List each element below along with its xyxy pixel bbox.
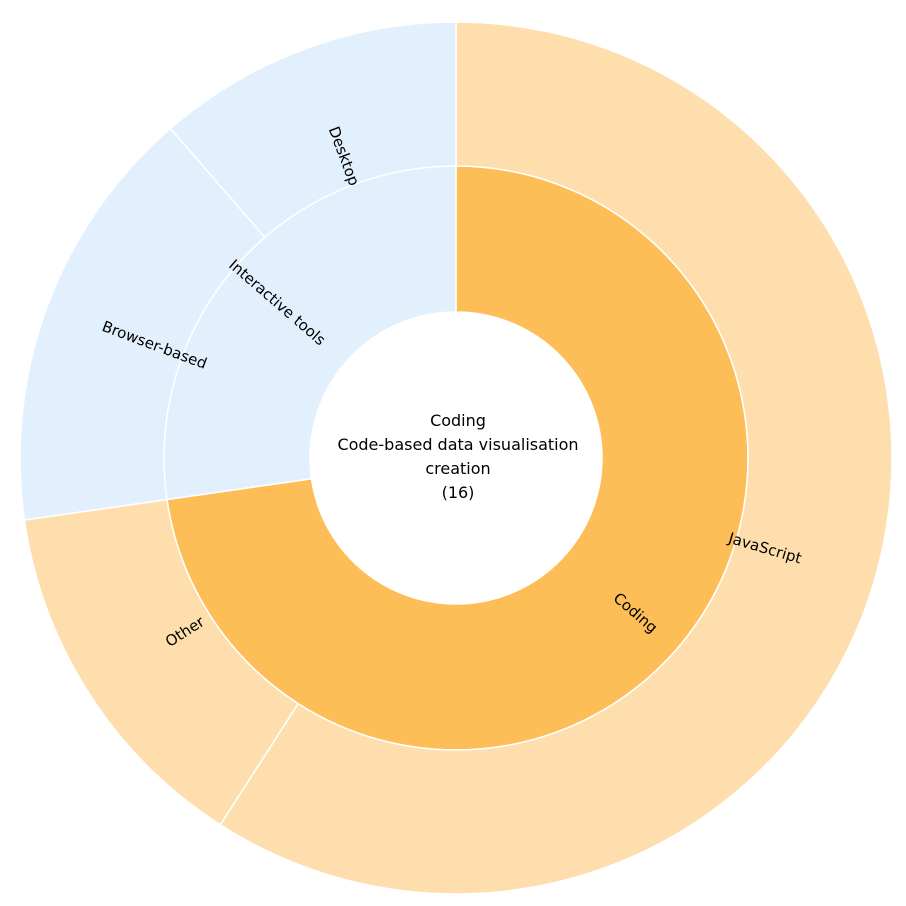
- center-description-line-1: Code-based data visualisation: [337, 435, 578, 454]
- outer-ring: [19, 21, 893, 895]
- outer-segment-desktop[interactable]: [169, 21, 457, 239]
- center-count: (16): [442, 483, 475, 502]
- center-title: Coding: [430, 411, 486, 430]
- center-label: Coding Code-based data visualisation cre…: [337, 411, 578, 502]
- center-description-line-2: creation: [425, 459, 490, 478]
- inner-ring: [163, 165, 749, 751]
- outer-segment-browser-based[interactable]: [19, 127, 266, 521]
- outer-segment-javascript[interactable]: [219, 21, 893, 895]
